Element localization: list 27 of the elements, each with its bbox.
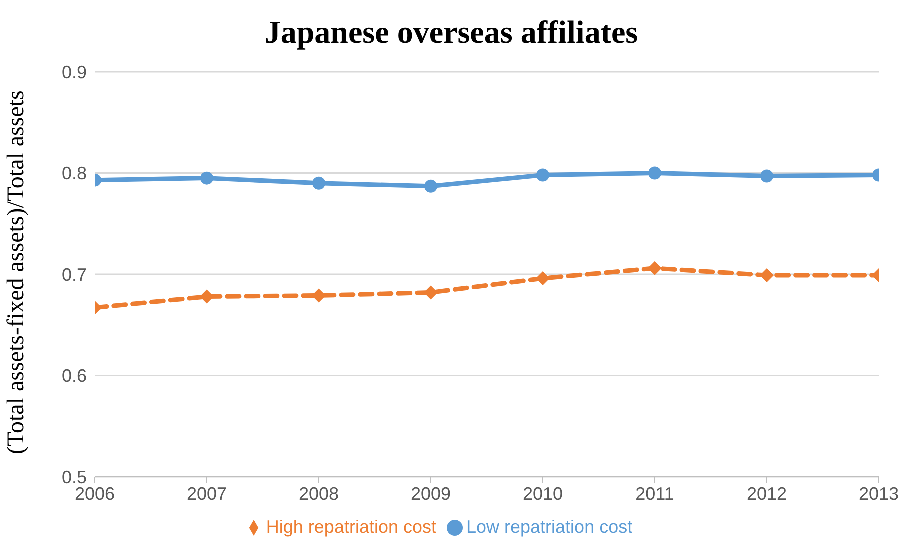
point bbox=[648, 261, 662, 276]
point bbox=[424, 180, 438, 193]
point bbox=[200, 290, 214, 304]
x-tick-label: 2008 bbox=[298, 484, 340, 504]
point bbox=[760, 170, 774, 183]
y-tick-label: 0.7 bbox=[62, 264, 87, 285]
y-axis-title: (Total assets-fixed assets)/Total assets bbox=[4, 90, 30, 454]
legend-label: High repatriation cost bbox=[266, 517, 436, 537]
x-tick-label: 2007 bbox=[186, 484, 228, 504]
point bbox=[312, 288, 326, 303]
y-tick-label: 0.8 bbox=[62, 164, 87, 184]
point bbox=[536, 168, 550, 182]
point bbox=[648, 166, 662, 180]
x-tick-label: 2009 bbox=[410, 484, 452, 504]
point bbox=[536, 272, 550, 286]
point bbox=[200, 172, 214, 185]
point bbox=[760, 268, 774, 283]
x-tick-label: 2011 bbox=[636, 484, 674, 504]
x-tick-label: 2010 bbox=[522, 484, 564, 504]
x-tick-label: 2012 bbox=[746, 484, 788, 504]
point bbox=[312, 176, 326, 190]
legend-label: Low repatriation cost bbox=[466, 517, 633, 537]
x-tick-label: 2013 bbox=[858, 484, 900, 504]
y-tick-label: 0.9 bbox=[62, 62, 87, 82]
chart-title: Japanese overseas affiliates bbox=[264, 14, 640, 51]
y-tick-label: 0.6 bbox=[62, 366, 87, 386]
point bbox=[424, 286, 438, 300]
